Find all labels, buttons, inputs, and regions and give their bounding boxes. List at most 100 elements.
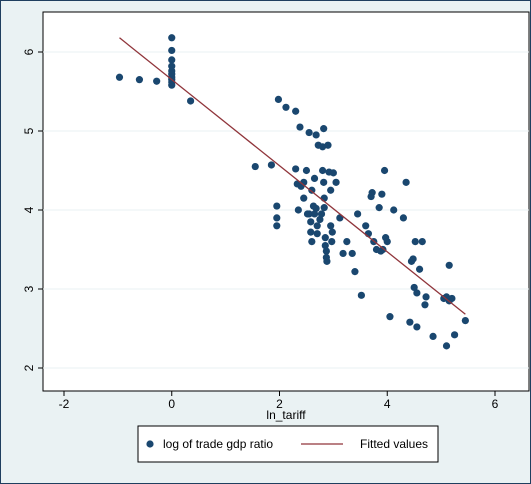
data-point bbox=[421, 301, 429, 309]
data-point bbox=[320, 204, 328, 212]
data-point bbox=[328, 228, 336, 236]
data-point bbox=[343, 238, 351, 246]
data-point bbox=[313, 230, 321, 238]
data-point bbox=[321, 234, 329, 242]
y-tick-label: 4 bbox=[22, 206, 36, 213]
data-point bbox=[297, 182, 305, 190]
data-point bbox=[316, 215, 324, 224]
data-point bbox=[390, 206, 398, 214]
data-point bbox=[274, 95, 283, 103]
x-tick-label: 2 bbox=[276, 397, 283, 411]
legend-label: log of trade gdp ratio bbox=[163, 437, 273, 451]
data-point bbox=[273, 222, 281, 230]
data-point bbox=[296, 123, 304, 131]
data-point bbox=[115, 73, 124, 81]
legend-marker-scatter bbox=[146, 440, 154, 448]
data-point bbox=[312, 131, 320, 139]
data-point bbox=[415, 265, 424, 273]
data-point bbox=[378, 190, 386, 198]
data-point bbox=[168, 34, 176, 42]
data-point bbox=[375, 204, 383, 212]
data-point bbox=[153, 77, 161, 85]
data-point bbox=[312, 204, 320, 213]
data-point bbox=[267, 161, 276, 169]
data-point bbox=[386, 313, 394, 321]
plot-area bbox=[42, 11, 530, 392]
data-point bbox=[292, 107, 300, 115]
data-point bbox=[313, 222, 321, 230]
data-point bbox=[380, 166, 389, 175]
x-tick-label: 4 bbox=[384, 397, 391, 411]
data-point bbox=[302, 166, 311, 175]
data-point bbox=[310, 174, 319, 182]
data-point bbox=[327, 222, 335, 230]
data-point bbox=[429, 332, 437, 340]
data-point bbox=[368, 189, 376, 197]
data-point bbox=[251, 162, 259, 171]
data-point bbox=[351, 268, 359, 276]
data-point bbox=[307, 218, 315, 226]
data-point bbox=[445, 261, 453, 269]
data-point bbox=[317, 210, 326, 218]
data-point bbox=[187, 97, 195, 105]
data-point bbox=[307, 228, 315, 236]
data-point bbox=[354, 210, 362, 218]
data-point bbox=[273, 202, 281, 210]
legend-box bbox=[137, 425, 439, 463]
data-point bbox=[383, 238, 391, 246]
data-point bbox=[168, 56, 176, 64]
data-point bbox=[320, 125, 328, 133]
data-point bbox=[273, 214, 281, 222]
data-point bbox=[294, 206, 302, 214]
data-point bbox=[319, 166, 327, 175]
data-point bbox=[348, 249, 356, 258]
x-tick-label: 0 bbox=[168, 397, 175, 411]
data-point bbox=[411, 238, 419, 246]
data-point bbox=[327, 186, 335, 194]
data-point bbox=[399, 214, 408, 222]
data-point bbox=[308, 238, 316, 246]
data-point bbox=[450, 331, 459, 339]
data-point bbox=[418, 238, 426, 246]
x-axis-label: ln_tariff bbox=[266, 408, 306, 422]
data-point bbox=[323, 257, 331, 265]
data-point bbox=[282, 103, 290, 111]
fitted-line bbox=[119, 37, 466, 315]
data-point bbox=[402, 178, 410, 186]
y-tick-label: 2 bbox=[22, 364, 36, 371]
data-point bbox=[324, 141, 332, 149]
data-point bbox=[339, 249, 347, 258]
data-point bbox=[305, 128, 313, 137]
data-point bbox=[461, 317, 469, 325]
data-point bbox=[308, 186, 316, 194]
data-point bbox=[422, 293, 430, 301]
data-point bbox=[168, 81, 176, 89]
data-point bbox=[135, 76, 144, 84]
data-point bbox=[357, 291, 365, 299]
data-point bbox=[413, 289, 421, 297]
data-point bbox=[328, 238, 336, 246]
data-point bbox=[310, 210, 319, 218]
data-point bbox=[303, 210, 312, 218]
data-point bbox=[300, 194, 308, 202]
data-point bbox=[410, 283, 418, 292]
data-point bbox=[362, 222, 370, 230]
x-tick-label: -2 bbox=[59, 397, 70, 411]
data-point bbox=[442, 293, 451, 301]
data-point bbox=[442, 342, 451, 350]
y-tick-label: 5 bbox=[22, 127, 36, 134]
data-point bbox=[332, 178, 340, 186]
x-tick-label: 6 bbox=[492, 397, 499, 411]
data-point bbox=[413, 323, 421, 331]
y-tick-label: 3 bbox=[22, 285, 36, 292]
data-point bbox=[320, 178, 328, 186]
data-point bbox=[406, 318, 414, 326]
data-point bbox=[321, 241, 329, 250]
data-point bbox=[409, 255, 417, 263]
data-point bbox=[329, 169, 337, 177]
data-point bbox=[168, 46, 176, 55]
y-tick-label: 6 bbox=[22, 48, 36, 55]
legend-label: Fitted values bbox=[360, 437, 428, 451]
